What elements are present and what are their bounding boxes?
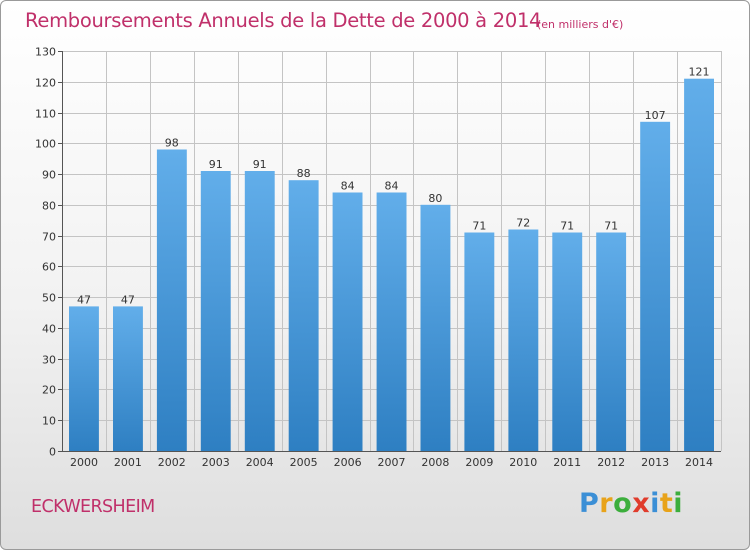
data-label-2006: 84 — [341, 180, 355, 193]
axes: 0 10 20 30 40 50 60 70 80 90 100 110 120 130 2000 2001 2… — [35, 46, 721, 469]
y-tick-label: 40 — [42, 323, 56, 336]
logo-letter: o — [613, 488, 633, 519]
bar-2005 — [288, 180, 319, 451]
data-label-2011: 71 — [560, 220, 574, 233]
x-tick-label-2011: 2011 — [553, 456, 581, 469]
data-label-2008: 80 — [428, 192, 442, 205]
logo-letter: i — [673, 488, 684, 519]
y-tick-label: 80 — [42, 200, 56, 213]
bar-2012 — [596, 232, 627, 451]
x-tick-label-2014: 2014 — [685, 456, 713, 469]
bar-2006 — [332, 192, 363, 451]
x-tick-label-2010: 2010 — [509, 456, 537, 469]
bar-2013 — [640, 121, 671, 452]
data-label-2014: 121 — [689, 66, 710, 79]
bar-2010 — [508, 229, 539, 451]
y-tick-label: 90 — [42, 169, 56, 182]
logo-letter: x — [632, 488, 651, 519]
data-label-2012: 71 — [604, 220, 618, 233]
bar-2002 — [156, 149, 187, 451]
data-label-2001: 47 — [121, 293, 135, 306]
bar-2009 — [464, 232, 495, 451]
y-tick-label: 100 — [35, 138, 56, 151]
x-tick-label-2013: 2013 — [641, 456, 669, 469]
data-label-2002: 98 — [165, 137, 179, 150]
x-tick-label-2009: 2009 — [465, 456, 493, 469]
y-tick-label: 60 — [42, 261, 56, 274]
x-tick-label-2005: 2005 — [290, 456, 318, 469]
y-tick-label: 70 — [42, 231, 56, 244]
y-tick-label: 120 — [35, 77, 56, 90]
logo-letter: P — [579, 488, 600, 519]
logo-letter: i — [650, 488, 660, 519]
chart-unit: (en milliers d'€) — [537, 18, 624, 31]
bar-2004 — [244, 171, 275, 451]
x-tick-label-2001: 2001 — [114, 456, 142, 469]
bar-2007 — [376, 192, 407, 451]
y-tick-label: 20 — [42, 384, 56, 397]
chart-title: Remboursements Annuels de la Dette de 20… — [25, 9, 542, 32]
bars: 47 47 98 91 91 88 84 84 80 71 72 71 71 107 121 — [69, 66, 714, 452]
x-tick-label-2012: 2012 — [597, 456, 625, 469]
y-tick-label: 130 — [35, 46, 56, 59]
y-tick-label: 110 — [35, 108, 56, 121]
proxiti-logo: Proxiti — [579, 488, 683, 519]
data-label-2010: 72 — [516, 217, 530, 230]
x-tick-label-2004: 2004 — [246, 456, 274, 469]
data-label-2000: 47 — [77, 293, 91, 306]
data-label-2007: 84 — [385, 180, 399, 193]
data-label-2005: 88 — [297, 167, 311, 180]
data-label-2009: 71 — [472, 220, 486, 233]
y-tick-label: 50 — [42, 292, 56, 305]
bar-2003 — [200, 171, 231, 451]
data-label-2003: 91 — [209, 158, 223, 171]
bar-2008 — [420, 204, 451, 451]
bar-2011 — [552, 232, 583, 451]
x-tick-label-2002: 2002 — [158, 456, 186, 469]
x-tick-label-2006: 2006 — [334, 456, 362, 469]
y-tick-label: 10 — [42, 415, 56, 428]
bar-2001 — [113, 306, 143, 451]
bar-2000 — [69, 306, 99, 451]
logo-letter: t — [659, 488, 674, 519]
x-tick-label-2000: 2000 — [70, 456, 98, 469]
y-tick-label: 0 — [49, 446, 56, 459]
x-tick-label-2003: 2003 — [202, 456, 230, 469]
data-label-2013: 107 — [645, 109, 666, 122]
y-tick-label: 30 — [42, 354, 56, 367]
x-tick-label-2007: 2007 — [378, 456, 406, 469]
data-label-2004: 91 — [253, 158, 267, 171]
bar-2014 — [684, 78, 714, 451]
commune-name: ECKWERSHEIM — [31, 497, 155, 517]
logo-letter: r — [599, 488, 614, 519]
x-tick-label-2008: 2008 — [421, 456, 449, 469]
